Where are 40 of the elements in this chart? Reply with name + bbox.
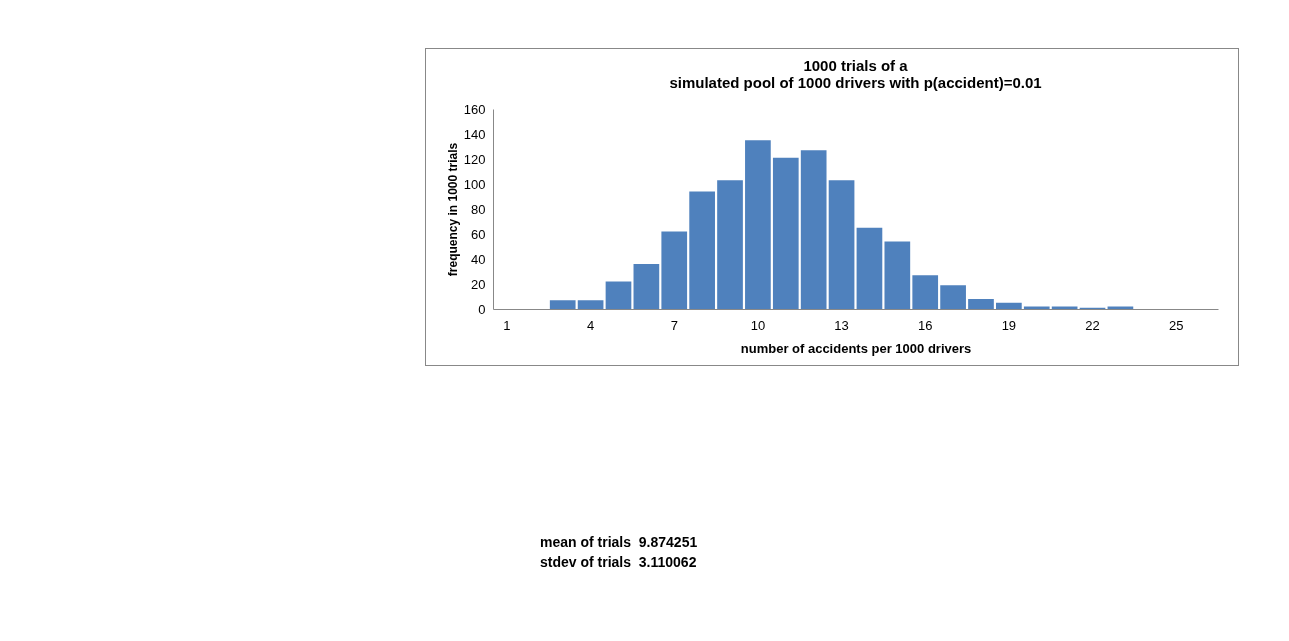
y-tick-label: 160	[463, 101, 486, 117]
bar	[689, 191, 715, 309]
bar	[549, 300, 576, 309]
bar	[996, 302, 1022, 309]
bar	[661, 231, 688, 309]
y-tick-label: 140	[463, 126, 486, 142]
bar	[828, 180, 855, 309]
x-tick-label: 4	[586, 317, 595, 333]
bar	[633, 264, 660, 309]
bar	[856, 227, 883, 309]
x-tick-label: 13	[834, 317, 849, 333]
text: stdev of trials 3.110062	[540, 554, 698, 570]
y-axis-title: frequency in 1000 trials	[445, 142, 460, 277]
x-tick-label: 22	[1085, 317, 1100, 333]
bar	[940, 285, 966, 309]
y-tick-label: 20	[471, 276, 486, 292]
x-tick-label: 16	[917, 317, 933, 333]
bar	[605, 281, 632, 309]
y-tick-label: 80	[471, 201, 486, 217]
y-tick-label: 60	[471, 226, 486, 242]
bar	[577, 300, 604, 309]
x-tick-label: 25	[1168, 317, 1184, 333]
y-tick-label: 0	[478, 301, 486, 317]
bar	[745, 140, 771, 309]
x-tick-label: 10	[750, 317, 766, 333]
bar	[884, 241, 911, 309]
x-axis-title: number of accidents per 1000 drivers	[740, 340, 972, 356]
bar	[717, 180, 743, 309]
bar	[912, 275, 939, 309]
bar	[800, 150, 827, 309]
bar	[968, 299, 994, 309]
y-tick-label: 120	[463, 151, 486, 167]
x-tick-label: 7	[670, 317, 678, 333]
bar	[772, 157, 799, 309]
chart-title: 1000 trials of a simulated pool of 1000 drivers with p(accident)=0.01	[669, 57, 1042, 91]
y-tick-label: 100	[463, 176, 486, 192]
x-tick-label: 1	[503, 317, 511, 333]
y-tick-label: 40	[471, 251, 486, 267]
x-tick-label: 19	[1001, 317, 1017, 333]
text: mean of trials 9.874251	[540, 534, 698, 550]
